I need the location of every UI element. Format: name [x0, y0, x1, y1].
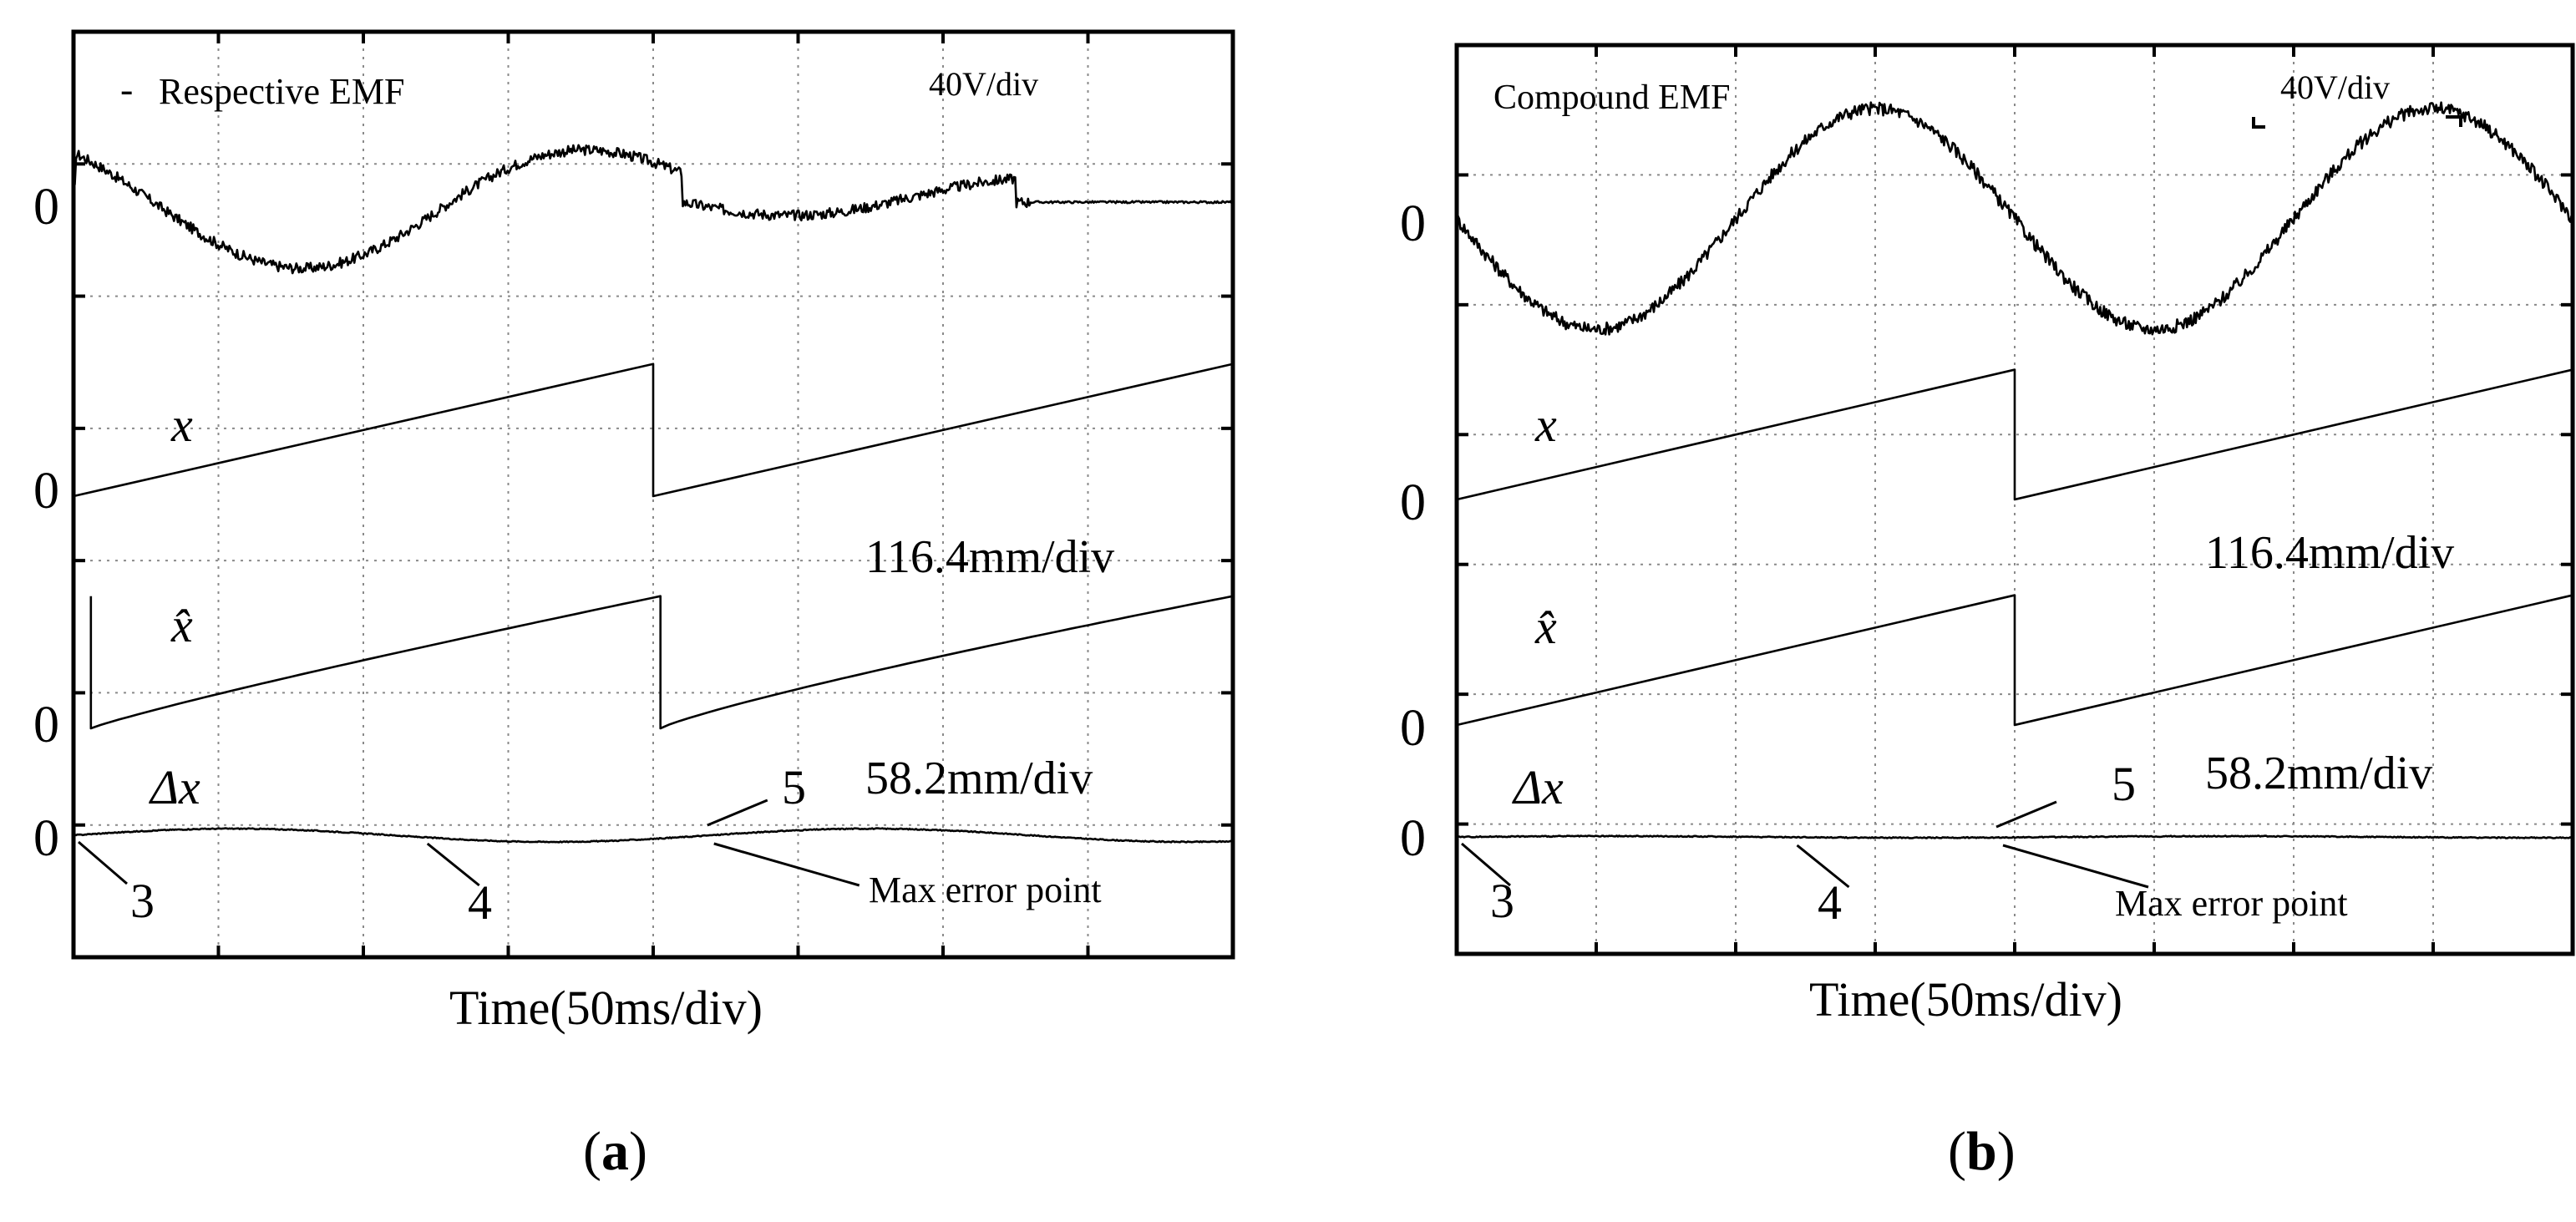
- panel-b-x-scale: 116.4mm/div: [2205, 527, 2454, 579]
- panel-a-grid: [74, 32, 1233, 957]
- panel-a-dx-symbol: Δx: [149, 760, 200, 814]
- panel-b-emf-zero-label: 0: [1400, 195, 1426, 252]
- panel-b-x-zero-label: 0: [1400, 474, 1426, 531]
- panel-b-xhat-symbol: x̂: [1534, 600, 1557, 654]
- panel-a-leaders: [78, 799, 860, 887]
- panel-a-dx-zero-label: 0: [33, 810, 59, 867]
- panel-a-xhat-trace: [89, 595, 1234, 730]
- panel-b-leaders: [1461, 800, 2149, 889]
- panel-a-dx-trace: [73, 827, 1234, 844]
- panel-a: - Respective EMF 40V/div 0 0 0 0 x x̂ Δx…: [33, 29, 1235, 1182]
- panel-a-x-trace: [73, 363, 1234, 498]
- panel-a-frame: [71, 29, 1235, 960]
- panel-b-emf-scale: 40V/div: [2280, 68, 2390, 106]
- panel-b-emf-trace: [1455, 101, 2573, 336]
- panel-b-dx-trace: [1456, 834, 2573, 839]
- panel-b-grid: [1457, 45, 2573, 954]
- panel-b-dx-symbol: Δx: [1512, 760, 1564, 814]
- leader-5: [1995, 800, 2057, 829]
- panel-b-annotation-4: 4: [1818, 875, 1842, 930]
- panel-a-xhat-symbol: x̂: [170, 598, 193, 652]
- panel-a-annotation-5: 5: [782, 760, 806, 814]
- panel-a-annotation-max-error: Max error point: [869, 870, 1102, 910]
- panel-a-emf-zero-label: 0: [33, 179, 59, 236]
- leader-max-error: [713, 842, 860, 887]
- panel-b-label: (b): [1948, 1121, 2016, 1182]
- panel-b-annotation-3: 3: [1490, 874, 1514, 928]
- panel-b-scale-bracket-right: [2446, 115, 2462, 127]
- panel-b-xhat-zero-label: 0: [1400, 700, 1426, 757]
- panel-b-x-trace: [1456, 368, 2573, 501]
- panel-a-x-symbol: x: [170, 398, 193, 452]
- panel-b-xlabel: Time(50ms/div): [1809, 972, 2122, 1027]
- panel-a-annotation-3: 3: [130, 874, 155, 928]
- leader-3: [78, 840, 128, 885]
- panel-b-label-letter: b: [1966, 1121, 1997, 1182]
- leader-4: [426, 842, 480, 887]
- leader-max-error: [2002, 844, 2149, 889]
- panel-b-scale-bracket-left: [2252, 117, 2265, 129]
- panel-a-label: (a): [583, 1121, 647, 1182]
- leader-4: [1796, 844, 1850, 889]
- svg-text:-: -: [120, 68, 133, 110]
- panel-b-annotation-max-error: Max error point: [2115, 883, 2348, 924]
- panel-a-label-letter: a: [601, 1121, 629, 1182]
- panel-a-xlabel: Time(50ms/div): [449, 981, 763, 1035]
- panel-b-title: Compound EMF: [1493, 79, 1731, 117]
- panel-a-annotation-4: 4: [468, 875, 492, 930]
- panel-b: Compound EMF 40V/div 0 0 0 0 x x̂ Δx 116…: [1400, 43, 2575, 1182]
- panel-b-dx-zero-label: 0: [1400, 810, 1426, 867]
- panel-a-xhat-zero-label: 0: [33, 697, 59, 753]
- panel-a-x-scale: 116.4mm/div: [865, 531, 1114, 583]
- leader-5: [707, 799, 768, 827]
- panel-a-emf-scale: 40V/div: [929, 65, 1038, 103]
- leader-3: [1461, 842, 1511, 887]
- panel-a-xhat-scale: 58.2mm/div: [865, 753, 1093, 804]
- panel-b-x-symbol: x: [1534, 398, 1557, 452]
- panel-b-annotation-5: 5: [2112, 757, 2136, 811]
- panel-b-xhat-trace: [1456, 594, 2573, 727]
- panel-b-xhat-scale: 58.2mm/div: [2205, 748, 2432, 799]
- panel-a-emf-trace: [73, 144, 1234, 275]
- panel-a-title: Respective EMF: [159, 71, 405, 112]
- panel-a-x-zero-label: 0: [33, 463, 59, 520]
